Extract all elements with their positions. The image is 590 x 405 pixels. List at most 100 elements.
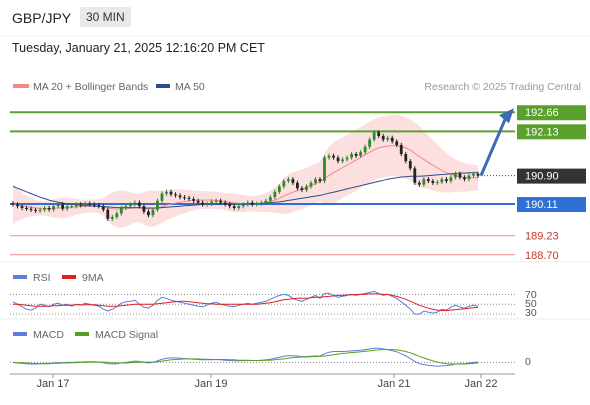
candle-body bbox=[237, 206, 241, 208]
x-tick-jan17: Jan 17 bbox=[36, 378, 69, 390]
rsi9ma-legend-label: 9MA bbox=[82, 272, 104, 284]
candle-body bbox=[422, 179, 426, 185]
level-label-0: 192.66 bbox=[525, 107, 559, 119]
candle-body bbox=[444, 179, 448, 181]
candle-body bbox=[133, 202, 137, 205]
candle-body bbox=[345, 157, 349, 160]
rsi-tick-50: 50 bbox=[525, 298, 537, 310]
grid-lines bbox=[0, 35, 590, 378]
candle-body bbox=[165, 191, 168, 194]
candle-body bbox=[97, 205, 101, 207]
candle-body bbox=[61, 204, 65, 209]
candle-body bbox=[210, 201, 214, 204]
candle-body bbox=[56, 204, 60, 207]
candle-body bbox=[259, 202, 263, 204]
candle-body bbox=[359, 152, 363, 156]
candle-body bbox=[454, 173, 457, 178]
candle-body bbox=[472, 173, 475, 176]
candle-body bbox=[52, 206, 56, 210]
candle-body bbox=[372, 132, 376, 140]
macd-tick-0: 0 bbox=[525, 356, 531, 368]
candle-body bbox=[178, 195, 182, 198]
indicator-lines bbox=[10, 145, 515, 367]
candle-body bbox=[160, 193, 164, 201]
candlesticks bbox=[11, 130, 480, 221]
level-tags: 192.66 192.13 190.90 190.11 189.23 188.70 bbox=[517, 105, 586, 262]
forecast-arrow-shaft bbox=[479, 116, 508, 177]
level-tag-bg-2 bbox=[517, 168, 586, 184]
candle-body bbox=[47, 208, 51, 210]
level-label-3: 190.11 bbox=[525, 199, 558, 211]
candle-body bbox=[399, 145, 403, 154]
candle-body bbox=[435, 182, 439, 184]
price-legend: MA 20 + Bollinger Bands MA 50 Research ©… bbox=[13, 81, 581, 93]
candle-body bbox=[350, 154, 353, 158]
candle-body bbox=[246, 202, 250, 205]
candle-body bbox=[183, 197, 186, 199]
candle-body bbox=[305, 186, 308, 190]
candle-body bbox=[223, 202, 227, 205]
candle-body bbox=[138, 202, 141, 207]
candle-body bbox=[264, 200, 268, 203]
candle-body bbox=[255, 203, 259, 205]
candle-body bbox=[124, 206, 128, 208]
candle-body bbox=[83, 203, 87, 206]
forecast-arrow-head bbox=[499, 108, 514, 124]
candle-body bbox=[106, 209, 110, 219]
ma20-legend-label: MA 20 + Bollinger Bands bbox=[33, 81, 148, 93]
candle-body bbox=[296, 182, 299, 189]
candle-body bbox=[458, 173, 462, 178]
symbol-title: GBP/JPY bbox=[12, 10, 72, 26]
level-label-5: 188.70 bbox=[525, 250, 559, 262]
candle-body bbox=[277, 186, 281, 192]
candle-body bbox=[286, 179, 290, 181]
candle-body bbox=[282, 181, 286, 187]
candle-body bbox=[381, 136, 385, 140]
candle-body bbox=[431, 181, 435, 183]
candle-body bbox=[363, 146, 367, 153]
rsi-tick-70: 70 bbox=[525, 289, 537, 301]
level-tag-bg-1 bbox=[517, 124, 586, 140]
rsi-9ma-line bbox=[13, 293, 479, 312]
x-tick-jan19: Jan 19 bbox=[194, 378, 227, 390]
candle-body bbox=[309, 182, 313, 187]
candle-body bbox=[219, 200, 223, 203]
candle-body bbox=[368, 139, 372, 147]
chart-timestamp: Tuesday, January 21, 2025 12:16:20 PM CE… bbox=[12, 41, 265, 55]
candle-body bbox=[92, 204, 96, 206]
macd-line bbox=[12, 347, 479, 367]
candle-body bbox=[395, 141, 399, 145]
candle-body bbox=[318, 179, 322, 181]
candle-body bbox=[25, 208, 28, 209]
timeframe-button[interactable]: 30 MIN bbox=[80, 7, 131, 27]
level-label-4: 189.23 bbox=[525, 231, 559, 243]
candle-body bbox=[110, 217, 114, 219]
candle-body bbox=[11, 203, 15, 205]
candle-body bbox=[88, 203, 92, 205]
candle-body bbox=[386, 137, 390, 140]
candle-body bbox=[228, 204, 232, 207]
candle-body bbox=[147, 211, 150, 216]
candle-body bbox=[341, 159, 344, 162]
candle-body bbox=[187, 197, 191, 199]
rsi-legend-label: RSI bbox=[33, 272, 51, 284]
candle-body bbox=[404, 154, 408, 162]
rsi-legend-swatch bbox=[13, 275, 27, 279]
level-tag-bg-0 bbox=[517, 105, 586, 121]
rsi9ma-legend-swatch bbox=[62, 275, 76, 279]
ma50-legend-swatch bbox=[156, 84, 170, 88]
candle-body bbox=[250, 202, 254, 205]
candle-body bbox=[440, 179, 444, 183]
forecast-arrow bbox=[479, 108, 514, 177]
candle-body bbox=[408, 161, 412, 169]
candle-body bbox=[354, 154, 358, 156]
candle-body bbox=[174, 194, 177, 196]
candle-body bbox=[241, 204, 245, 207]
candle-body bbox=[377, 132, 381, 136]
level-label-2: 190.90 bbox=[525, 171, 559, 183]
candle-body bbox=[70, 206, 74, 208]
candle-body bbox=[142, 206, 146, 212]
candle-body bbox=[29, 208, 33, 210]
